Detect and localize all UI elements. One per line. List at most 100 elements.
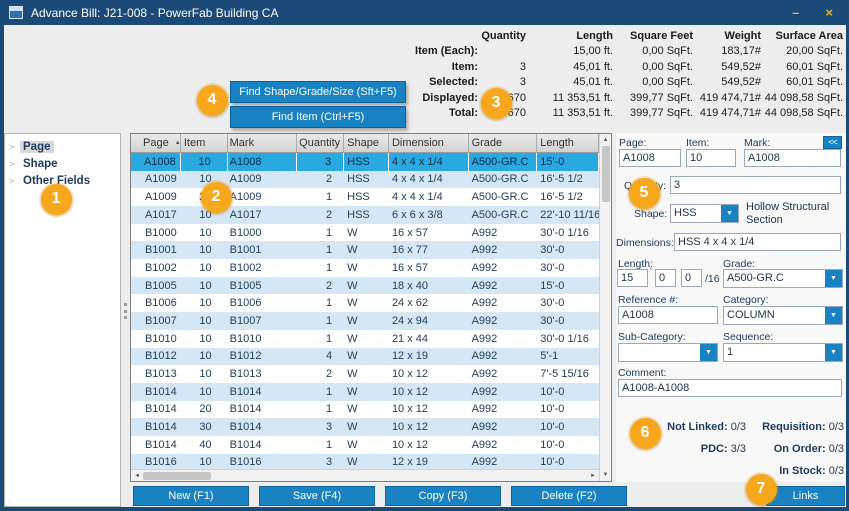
- sidebar-item-page[interactable]: > Page: [5, 138, 120, 155]
- sequence-dropdown[interactable]: 1 ▼: [723, 343, 843, 362]
- table-row[interactable]: B1014 30 B1014 3 W 10 x 12 A992 10'-0: [131, 418, 599, 436]
- delete-button[interactable]: Delete (F2): [511, 486, 627, 506]
- column-header-mark[interactable]: Mark: [228, 134, 298, 152]
- grade-dropdown[interactable]: A500-GR.C ▼: [723, 269, 843, 288]
- column-header-item[interactable]: Item: [181, 134, 228, 152]
- horizontal-scrollbar[interactable]: ◄ ►: [131, 469, 599, 481]
- reference-field[interactable]: [618, 306, 718, 324]
- summary-row-label: Displayed:: [422, 91, 478, 104]
- close-button[interactable]: ×: [825, 5, 833, 20]
- length-feet-field[interactable]: [617, 269, 648, 287]
- cell-mark: B1014: [229, 421, 262, 434]
- table-row[interactable]: B1014 20 B1014 1 W 10 x 12 A992 10'-0: [131, 400, 599, 419]
- table-row[interactable]: B1000 10 B1000 1 W 16 x 57 A992 30'-0 1/16: [131, 223, 599, 242]
- cell-dimension: 10 x 12: [391, 368, 429, 381]
- table-row[interactable]: B1010 10 B1010 1 W 21 x 44 A992 30'-0 1/16: [131, 329, 599, 348]
- cell-quantity: 2: [326, 208, 333, 221]
- dropdown-arrow-icon[interactable]: ▼: [825, 307, 842, 324]
- summary-value: 399,77 SqFt.: [630, 91, 693, 104]
- cell-quantity: 1: [326, 226, 333, 239]
- sidebar-item-shape[interactable]: > Shape: [5, 155, 120, 172]
- link-status-left: Not Linked: 0/3 PDC: 3/3: [616, 421, 746, 465]
- scroll-up-icon[interactable]: ▲: [602, 137, 609, 143]
- subcategory-value: [619, 344, 700, 361]
- dropdown-arrow-icon[interactable]: ▼: [700, 344, 717, 361]
- find-shape-button[interactable]: Find Shape/Grade/Size (Sft+F5): [230, 81, 406, 103]
- cell-page: B1016: [144, 456, 177, 469]
- mark-field[interactable]: [744, 149, 841, 167]
- column-header-shape[interactable]: Shape: [344, 134, 389, 152]
- cell-item: 40: [199, 438, 212, 451]
- window-title: Advance Bill: J21-008 - PowerFab Buildin…: [31, 5, 279, 20]
- dimensions-field[interactable]: [674, 233, 841, 251]
- summary-value: 60,01 SqFt.: [786, 76, 843, 89]
- cell-item: 10: [199, 173, 212, 186]
- sidebar-item-other-fields[interactable]: > Other Fields: [5, 172, 120, 189]
- table-row[interactable]: B1005 10 B1005 2 W 18 x 40 A992 15'-0: [131, 276, 599, 295]
- minimize-button[interactable]: –: [792, 5, 800, 20]
- save-button[interactable]: Save (F4): [259, 486, 375, 506]
- column-header-dimension[interactable]: Dimension: [389, 134, 469, 152]
- column-header-length[interactable]: Length: [537, 134, 599, 152]
- cell-item: 10: [199, 385, 212, 398]
- table-row[interactable]: A1017 10 A1017 2 HSS 6 x 6 x 3/8 A500-GR.C 22'-…: [131, 206, 599, 224]
- cell-mark: B1001: [229, 244, 262, 257]
- summary-value: 45,01 ft.: [573, 76, 613, 89]
- table-row[interactable]: B1001 10 B1001 1 W 16 x 77 A992 30'-0: [131, 241, 599, 260]
- length-sixteenths-field[interactable]: [681, 269, 702, 287]
- table-row[interactable]: B1006 10 B1006 1 W 24 x 62 A992 30'-0: [131, 294, 599, 313]
- scroll-right-icon[interactable]: ►: [590, 472, 596, 479]
- dropdown-arrow-icon[interactable]: ▼: [721, 205, 738, 222]
- vertical-scroll-thumb[interactable]: [601, 146, 610, 202]
- shape-dropdown[interactable]: HSS ▼: [670, 204, 739, 223]
- cell-grade: A992: [471, 332, 498, 345]
- cell-dimension: 24 x 94: [391, 314, 429, 327]
- sequence-value: 1: [727, 346, 734, 358]
- column-header-label: Page: [143, 136, 169, 149]
- comment-field[interactable]: [618, 379, 842, 397]
- table-row[interactable]: B1014 40 B1014 1 W 10 x 12 A992 10'-0: [131, 435, 599, 454]
- collapse-panel-button[interactable]: <<: [823, 136, 842, 149]
- column-header-quantity[interactable]: Quantity: [297, 134, 345, 152]
- table-row[interactable]: B1013 10 B1013 2 W 10 x 12 A992 7'-5 15/16: [131, 365, 599, 383]
- cell-shape: HSS: [347, 191, 370, 204]
- cell-dimension: 16 x 57: [391, 226, 429, 239]
- chevron-right-icon: >: [9, 158, 15, 169]
- table-row[interactable]: B1007 10 B1007 1 W 24 x 94 A992 30'-0: [131, 312, 599, 330]
- category-dropdown[interactable]: COLUMN ▼: [723, 306, 843, 325]
- splitter-handle[interactable]: [124, 303, 127, 319]
- scroll-left-icon[interactable]: ◄: [134, 472, 140, 479]
- dropdown-arrow-icon[interactable]: ▼: [825, 344, 842, 361]
- horizontal-scroll-thumb[interactable]: [143, 471, 211, 480]
- table-row[interactable]: B1002 10 B1002 1 W 16 x 57 A992 30'-0: [131, 259, 599, 277]
- table-row[interactable]: B1012 10 B1012 4 W 12 x 19 A992 5'-1: [131, 347, 599, 366]
- cell-shape: W: [347, 421, 358, 434]
- subcategory-dropdown[interactable]: ▼: [618, 343, 718, 362]
- links-button[interactable]: Links: [766, 486, 845, 506]
- column-header-grade[interactable]: Grade: [469, 134, 538, 152]
- length-inches-field[interactable]: [655, 269, 676, 287]
- annotation-circle-6: 6: [629, 417, 661, 449]
- dimensions-field-label: Dimensions:: [616, 237, 674, 249]
- table-row[interactable]: B1014 10 B1014 1 W 10 x 12 A992 10'-0: [131, 382, 599, 401]
- new-button[interactable]: New (F1): [133, 486, 249, 506]
- vertical-scrollbar[interactable]: ▲ ▼: [599, 134, 611, 481]
- cell-item: 20: [199, 403, 212, 416]
- table-row[interactable]: A1008 10 A1008 3 HSS 4 x 4 x 1/4 A500-GR.C 15'-…: [131, 152, 599, 171]
- copy-button[interactable]: Copy (F3): [385, 486, 501, 506]
- find-item-button[interactable]: Find Item (Ctrl+F5): [230, 106, 406, 128]
- scroll-down-icon[interactable]: ▼: [602, 472, 609, 478]
- quantity-field[interactable]: [670, 176, 841, 194]
- cell-page: B1010: [144, 332, 177, 345]
- status-label: On Order:: [773, 443, 826, 455]
- item-field[interactable]: [686, 149, 736, 167]
- cell-dimension: 10 x 12: [391, 385, 429, 398]
- table-row[interactable]: B1016 10 B1016 3 W 12 x 19 A992 10'-0: [131, 453, 599, 469]
- table-row[interactable]: A1009 10 A1009 2 HSS 4 x 4 x 1/4 A500-GR.C 16'-…: [131, 170, 599, 189]
- page-field[interactable]: [619, 149, 681, 167]
- dropdown-arrow-icon[interactable]: ▼: [825, 270, 842, 287]
- cell-page: B1014: [144, 403, 177, 416]
- column-header-page[interactable]: Page ▲: [131, 134, 181, 152]
- annotation-circle-7: 7: [745, 473, 777, 505]
- cell-grade: A992: [471, 226, 498, 239]
